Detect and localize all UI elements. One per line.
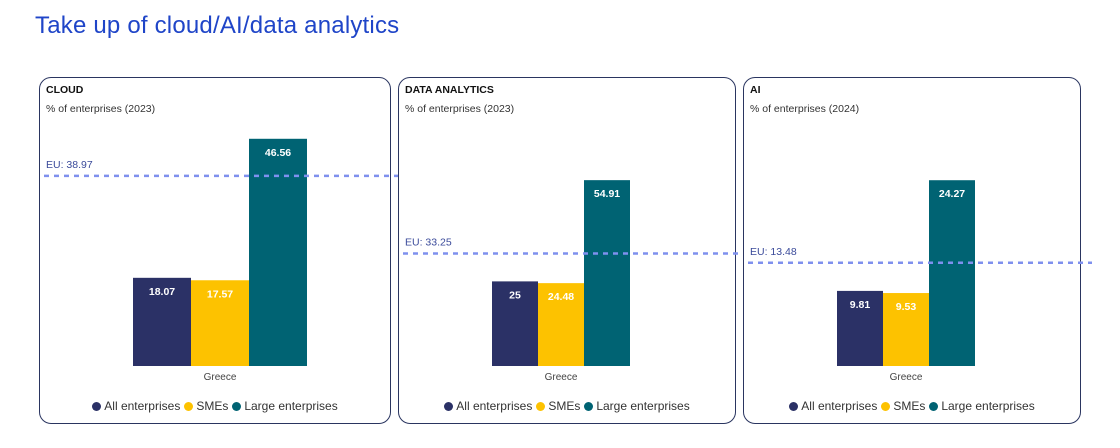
bar-all-enterprises	[837, 290, 883, 366]
data-label: 17.57	[207, 288, 233, 300]
cloud-panel: CLOUD % of enterprises (2023) 18.07 17.57 46…	[39, 77, 402, 424]
legend-dot-icon	[232, 401, 242, 411]
legend-label: Large enterprises	[596, 399, 690, 413]
category-label: Greece	[204, 372, 237, 383]
chart-subtitle: % of enterprises (2023)	[46, 103, 155, 115]
chart-subtitle: % of enterprises (2024)	[750, 103, 859, 115]
bar-all-enterprises	[133, 277, 191, 366]
legend-item: Large enterprises	[929, 399, 1035, 413]
legend-label: Large enterprises	[941, 399, 1035, 413]
legend-item: Large enterprises	[584, 399, 690, 413]
category-label: Greece	[890, 372, 923, 383]
ai-panel: AI % of enterprises (2024) 9.81 9.53 24.27 Gr…	[743, 77, 1092, 424]
eu-reference-label: EU: 33.25	[405, 236, 452, 248]
data-analytics-chart: DATA ANALYTICS % of enterprises (2023) 25 2…	[403, 84, 747, 383]
data-label: 54.91	[594, 188, 620, 200]
chart-subtitle: % of enterprises (2023)	[405, 103, 514, 115]
chart-title: AI	[750, 84, 761, 96]
legend-dot-icon	[444, 401, 454, 411]
legend-label: SMEs	[196, 399, 229, 413]
legend: All enterprises SMEs Large enterprises	[744, 399, 1080, 413]
cloud-chart: CLOUD % of enterprises (2023) 18.07 17.57 46…	[44, 84, 402, 383]
eu-reference-label: EU: 13.48	[750, 246, 797, 258]
bar-smes	[191, 280, 249, 366]
legend-item: All enterprises	[444, 399, 532, 413]
legend-dot-icon	[584, 401, 594, 411]
legend-item: Large enterprises	[232, 399, 338, 413]
legend: All enterprises SMEs Large enterprises	[399, 399, 735, 413]
legend-dot-icon	[881, 401, 891, 411]
legend-dot-icon	[92, 401, 102, 411]
bar-smes	[883, 293, 929, 366]
legend-item: SMEs	[881, 399, 925, 413]
legend: All enterprises SMEs Large enterprises	[40, 399, 390, 413]
data-label: 9.81	[850, 299, 871, 311]
data-label: 9.53	[896, 301, 917, 313]
legend-item: SMEs	[536, 399, 580, 413]
data-analytics-panel: DATA ANALYTICS % of enterprises (2023) 25 2…	[398, 77, 747, 424]
data-label: 24.27	[939, 188, 965, 200]
legend-label: SMEs	[893, 399, 926, 413]
ai-chart: AI % of enterprises (2024) 9.81 9.53 24.27 Gr…	[748, 84, 1092, 383]
page-title: Take up of cloud/AI/data analytics	[35, 12, 400, 39]
category-label: Greece	[545, 372, 578, 383]
data-label: 25	[509, 289, 521, 301]
data-label: 46.56	[265, 147, 291, 159]
bar-all-enterprises	[492, 281, 538, 366]
bar-large-enterprises	[249, 138, 307, 366]
bar-large-enterprises	[929, 180, 975, 366]
bar-large-enterprises	[584, 180, 630, 366]
legend-item: All enterprises	[92, 399, 180, 413]
bar-smes	[538, 283, 584, 366]
legend-dot-icon	[184, 401, 194, 411]
legend-label: Large enterprises	[244, 399, 338, 413]
legend-label: SMEs	[548, 399, 581, 413]
legend-dot-icon	[536, 401, 546, 411]
legend-dot-icon	[929, 401, 939, 411]
legend-label: All enterprises	[104, 399, 181, 413]
eu-reference-label: EU: 38.97	[46, 159, 93, 171]
legend-dot-icon	[789, 401, 799, 411]
chart-title: DATA ANALYTICS	[405, 84, 494, 96]
legend-item: SMEs	[184, 399, 228, 413]
data-label: 18.07	[149, 286, 175, 298]
legend-item: All enterprises	[789, 399, 877, 413]
data-label: 24.48	[548, 291, 574, 303]
legend-label: All enterprises	[801, 399, 878, 413]
legend-label: All enterprises	[456, 399, 533, 413]
chart-title: CLOUD	[46, 84, 84, 96]
